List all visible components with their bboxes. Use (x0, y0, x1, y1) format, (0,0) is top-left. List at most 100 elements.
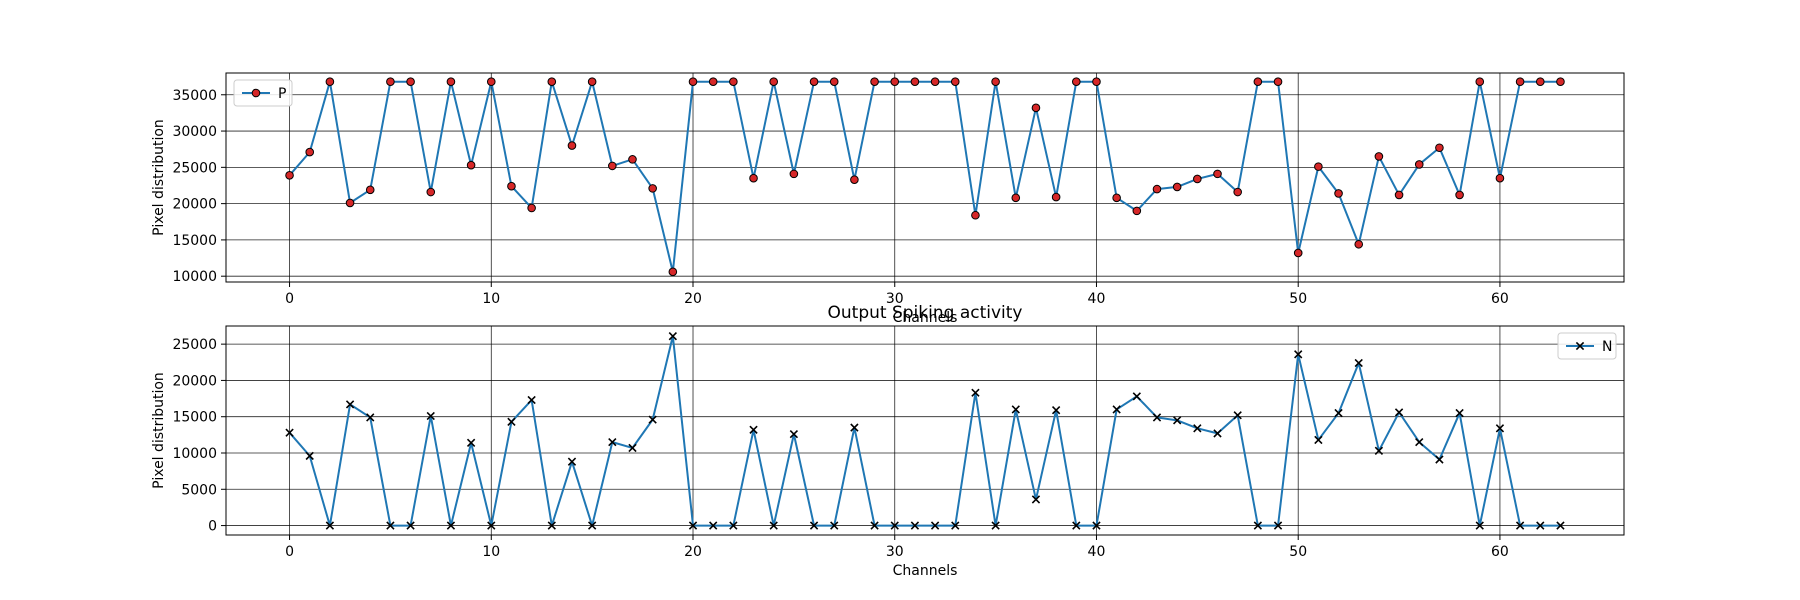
series-line-N (288, 335, 1561, 527)
data-point (991, 521, 1000, 530)
data-point (446, 521, 456, 530)
data-point (587, 521, 597, 530)
x-tick-label: 40 (1088, 291, 1106, 307)
data-point (1031, 103, 1041, 113)
data-point (628, 443, 637, 453)
data-point (345, 198, 355, 208)
y-tick-label: 25000 (172, 337, 217, 353)
data-point (426, 411, 435, 421)
x-tick-label: 50 (1289, 544, 1307, 560)
data-point (1415, 437, 1424, 447)
data-point (1172, 416, 1182, 425)
y-tick-label: 5000 (181, 482, 217, 498)
data-point (1011, 405, 1020, 414)
data-point (1132, 392, 1141, 401)
data-point (1394, 408, 1404, 417)
data-point (1172, 182, 1182, 192)
chart-2: 0 10 20 30 40 50 60 0 5000 10000 15000 20000 25000 Ch… (151, 303, 1625, 579)
data-point (890, 77, 900, 87)
data-point (951, 521, 960, 530)
data-point (608, 161, 617, 171)
data-point (830, 521, 839, 530)
data-point (386, 77, 395, 87)
data-point (809, 77, 819, 87)
data-point (789, 429, 799, 439)
data-point (668, 331, 678, 341)
data-point (1011, 193, 1021, 203)
y-tick-label: 10000 (172, 446, 217, 462)
data-point (608, 437, 617, 447)
data-point (971, 210, 980, 220)
data-point (769, 521, 778, 530)
data-point (446, 77, 456, 87)
data-point (930, 77, 940, 87)
data-point (910, 77, 920, 87)
data-point (648, 415, 657, 424)
y-tick-label: 20000 (172, 373, 217, 389)
data-point (587, 77, 597, 87)
data-point (688, 521, 698, 530)
chart-1: 0 10 20 30 40 50 60 10000 15000 20000 25000 30000 35… (151, 72, 1625, 326)
data-point (1556, 77, 1565, 87)
data-point (1112, 405, 1121, 414)
data-point (305, 147, 315, 157)
legend-marker (1575, 341, 1585, 351)
y-tick-label: 25000 (172, 160, 217, 176)
data-point (809, 521, 819, 530)
y-tick-label: 30000 (172, 124, 217, 140)
data-point (406, 521, 415, 530)
data-point (1495, 424, 1505, 433)
data-point (486, 77, 496, 87)
data-point (628, 155, 637, 164)
data-point (285, 428, 294, 437)
x-tick-label: 30 (886, 291, 904, 307)
x-axis-label: Channels (893, 310, 958, 326)
data-point (749, 173, 758, 183)
data-point (1394, 190, 1404, 200)
data-point (1092, 77, 1101, 87)
data-point (789, 169, 799, 179)
x-tick-label: 10 (482, 544, 500, 560)
x-tick-label: 10 (482, 291, 500, 307)
x-tick-label: 50 (1289, 291, 1307, 307)
data-point (487, 521, 496, 530)
plot-frame (225, 325, 1625, 536)
data-point (1495, 173, 1505, 183)
data-point (547, 77, 557, 87)
data-point (1475, 521, 1484, 530)
series-line-P (288, 80, 1561, 273)
data-point (1273, 521, 1283, 530)
data-point (1213, 429, 1222, 438)
x-tick-label: 60 (1491, 291, 1509, 307)
data-point (1536, 521, 1545, 530)
data-point (648, 184, 657, 193)
x-tick-label: 20 (684, 291, 702, 307)
data-point (708, 77, 718, 87)
x-tick-label: 60 (1491, 544, 1509, 560)
x-tick-label: 20 (684, 544, 702, 560)
data-point (406, 77, 415, 87)
data-point (950, 77, 960, 87)
data-point (285, 171, 294, 180)
data-point (729, 521, 738, 530)
data-point (1273, 77, 1283, 87)
data-point (325, 521, 335, 530)
data-point (1535, 77, 1545, 87)
data-point (1414, 160, 1424, 169)
data-point (1334, 189, 1343, 198)
data-point (1354, 358, 1363, 368)
data-point (426, 187, 436, 197)
data-point (366, 413, 375, 422)
data-point (829, 77, 839, 87)
data-point (769, 77, 779, 87)
data-point (507, 181, 516, 191)
data-point (729, 77, 738, 87)
chart-title: Output Spiking activity (828, 303, 1023, 323)
data-point (910, 521, 920, 530)
data-point (1253, 521, 1263, 530)
data-point (1213, 169, 1222, 179)
data-point (466, 160, 476, 170)
data-point (1051, 192, 1061, 202)
y-tick-label: 20000 (172, 197, 217, 213)
